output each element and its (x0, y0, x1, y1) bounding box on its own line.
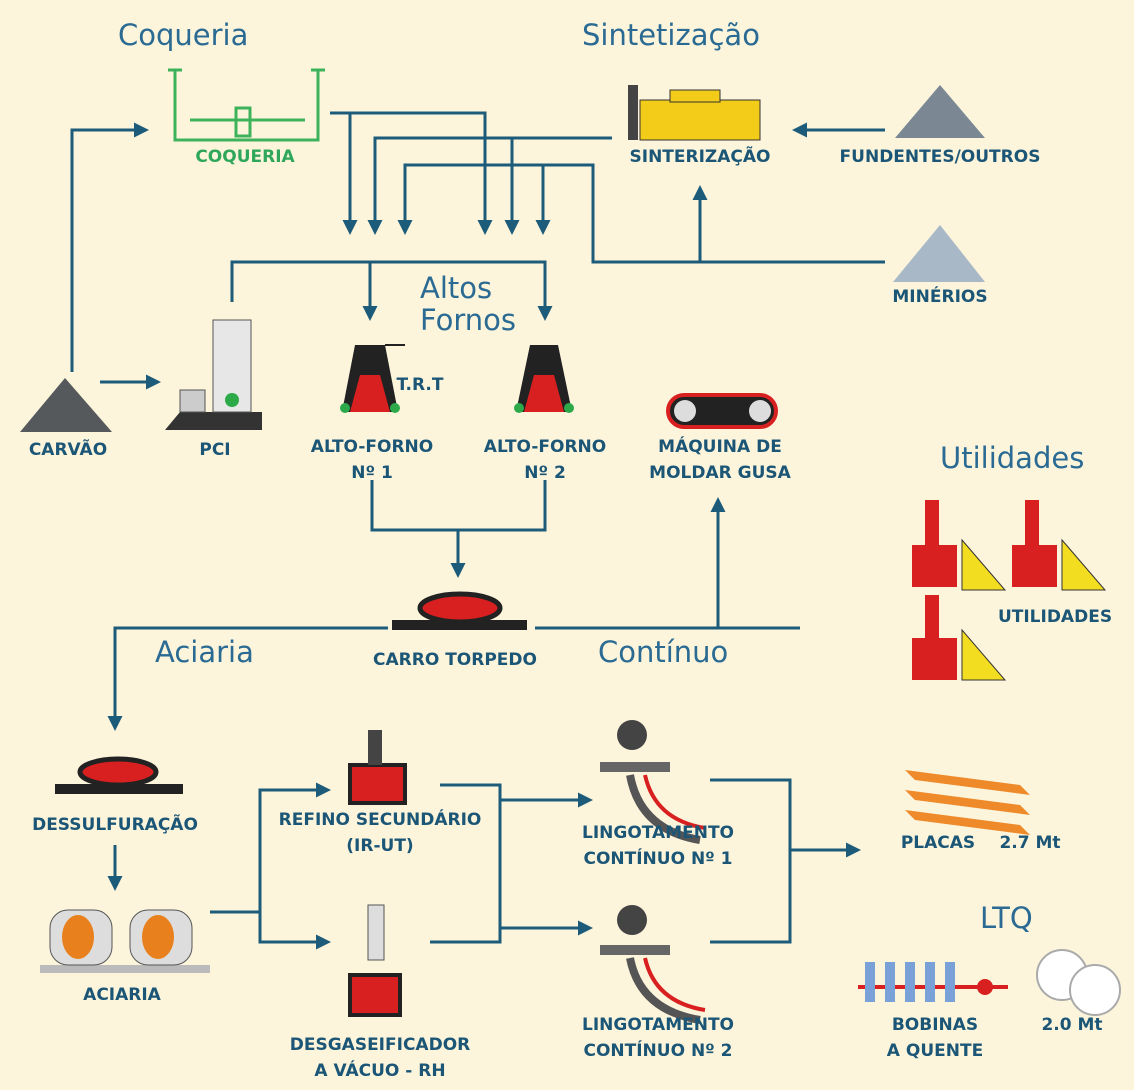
label-line: Utilidades (940, 441, 1084, 475)
label-line: PLACAS (901, 833, 975, 853)
label-line: ALTO-FORNO (311, 437, 433, 457)
section-label: Coqueria (118, 18, 248, 52)
maquina-icon (668, 395, 776, 427)
node-label: T.R.T (397, 375, 444, 395)
node-label: FUNDENTES/OUTROS (840, 147, 1041, 167)
node-label: COQUERIA (195, 147, 295, 167)
label-line: Altos (420, 271, 492, 305)
node-label: UTILIDADES (998, 607, 1112, 627)
label-line: Nº 2 (524, 463, 566, 483)
label-line: CONTÍNUO Nº 1 (583, 847, 732, 869)
label-line: Aciaria (155, 635, 254, 669)
section-label: LTQ (980, 901, 1033, 935)
label-line: COQUERIA (195, 147, 295, 167)
label-line: MOLDAR GUSA (649, 463, 791, 483)
label-line: Contínuo (598, 635, 728, 669)
label-line: ALTO-FORNO (484, 437, 606, 457)
label-line: T.R.T (397, 375, 444, 395)
node-label: PLACAS (901, 833, 975, 853)
label-line: Fornos (420, 303, 516, 337)
label-line: (IR-UT) (346, 836, 413, 856)
node-label: CARVÃO (29, 437, 107, 460)
label-line: LINGOTAMENTO (582, 1015, 734, 1035)
label-line: A QUENTE (887, 1041, 983, 1061)
label-line: CARRO TORPEDO (373, 650, 537, 670)
section-label: Aciaria (155, 635, 254, 669)
label-line: A VÁCUO - RH (314, 1059, 445, 1081)
node-label: DESSULFURAÇÃO (32, 812, 198, 835)
label-line: 2.7 Mt (999, 833, 1060, 853)
label-line: BOBINAS (892, 1015, 978, 1035)
label-line: Coqueria (118, 18, 248, 52)
label-line: Nº 1 (351, 463, 393, 483)
process-diagram: Coqueria Sintetização AltosFornos Utilidade… (0, 0, 1134, 1090)
section-label: Sintetização (582, 18, 760, 52)
label-line: MINÉRIOS (892, 285, 987, 307)
label-line: PCI (199, 440, 230, 460)
node-label: MINÉRIOS (892, 285, 987, 307)
label-line: CONTÍNUO Nº 2 (583, 1039, 732, 1061)
label-line: DESSULFURAÇÃO (32, 812, 198, 835)
section-label: Contínuo (598, 635, 728, 669)
label-line: SINTERIZAÇÃO (630, 144, 771, 167)
node-label: 2.0 Mt (1041, 1015, 1102, 1035)
node-label: SINTERIZAÇÃO (630, 144, 771, 167)
label-line: 2.0 Mt (1041, 1015, 1102, 1035)
label-line: CARVÃO (29, 437, 107, 460)
label-line: UTILIDADES (998, 607, 1112, 627)
node-label: ACIARIA (83, 985, 162, 1005)
label-line: MÁQUINA DE (658, 435, 782, 457)
section-label: Utilidades (940, 441, 1084, 475)
label-line: Sintetização (582, 18, 760, 52)
label-line: ACIARIA (83, 985, 162, 1005)
label-line: FUNDENTES/OUTROS (840, 147, 1041, 167)
node-label: CARRO TORPEDO (373, 650, 537, 670)
label-line: LINGOTAMENTO (582, 823, 734, 843)
label-line: DESGASEIFICADOR (290, 1035, 470, 1055)
label-line: REFINO SECUNDÁRIO (279, 808, 482, 830)
label-line: LTQ (980, 901, 1033, 935)
node-label: PCI (199, 440, 230, 460)
node-label: 2.7 Mt (999, 833, 1060, 853)
